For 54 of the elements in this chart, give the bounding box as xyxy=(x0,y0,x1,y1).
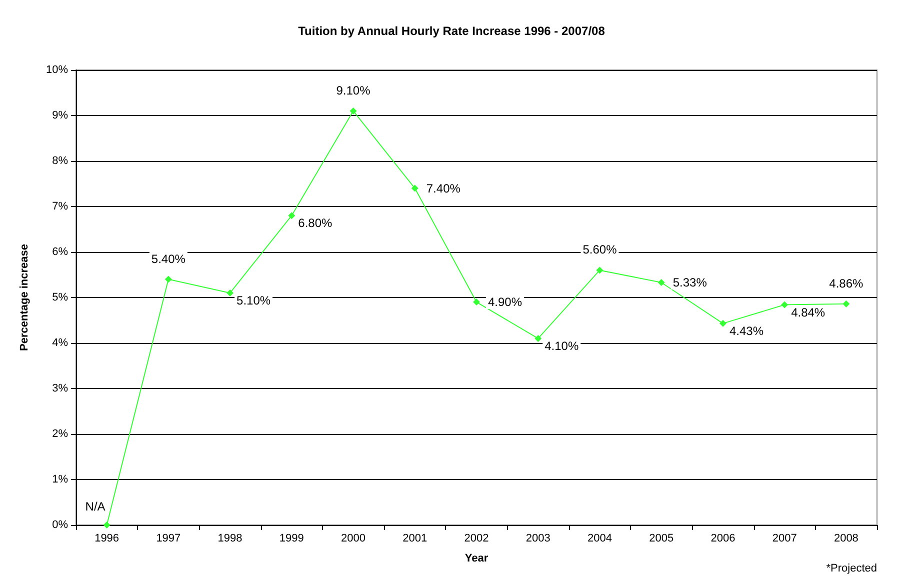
x-tick-label: 2005 xyxy=(649,532,674,544)
point xyxy=(350,107,357,114)
y-tick-label: 10% xyxy=(46,64,68,76)
point xyxy=(596,266,604,274)
y-axis-title: Percentage increase xyxy=(18,244,30,352)
data-label: 4.90% xyxy=(488,295,522,310)
data-label: 4.43% xyxy=(729,324,764,338)
data-label: 5.10% xyxy=(236,293,271,308)
point xyxy=(534,334,542,342)
y-tick-label: 2% xyxy=(52,428,68,440)
data-label: 4.84% xyxy=(791,305,826,320)
point xyxy=(473,298,480,306)
y-tick-label: 0% xyxy=(52,519,68,531)
data-label: 5.33% xyxy=(672,275,708,290)
data-label: 9.10% xyxy=(336,83,371,98)
x-tick-label: 2001 xyxy=(402,532,428,544)
y-tick-label: 3% xyxy=(52,382,68,394)
data-label: 5.40% xyxy=(151,252,186,266)
point xyxy=(288,212,296,220)
x-tick-label: 2003 xyxy=(526,532,550,544)
y-tick-label: 5% xyxy=(52,292,68,304)
x-tick-label: 2002 xyxy=(464,532,489,544)
x-tick-label: 1998 xyxy=(218,532,242,544)
x-tick-label: 2004 xyxy=(587,532,612,544)
x-tick-label: 1996 xyxy=(94,532,120,544)
data-label: 7.40% xyxy=(426,181,461,196)
y-tick-label: 9% xyxy=(52,110,68,122)
data-label: 6.80% xyxy=(298,216,333,230)
data-label: 4.86% xyxy=(829,276,864,290)
point xyxy=(842,300,850,308)
x-axis-title: Year xyxy=(464,552,489,564)
point xyxy=(226,289,234,296)
x-tick-label: 2006 xyxy=(710,532,736,544)
x-tick-label: 1997 xyxy=(156,532,181,544)
chart-title: Tuition by Annual Hourly Rate Increase 1996 - 2007/08 xyxy=(298,24,606,38)
point xyxy=(164,276,172,283)
y-tick-label: 4% xyxy=(52,337,68,349)
data-label: 4.10% xyxy=(544,338,579,353)
x-tick-label: 2000 xyxy=(341,532,366,544)
point xyxy=(658,278,665,286)
point xyxy=(411,184,418,192)
data-label: N/A xyxy=(85,500,106,514)
y-tick-label: 1% xyxy=(52,474,68,486)
text: *Projected xyxy=(826,562,878,574)
point xyxy=(103,522,110,528)
x-tick-label: 2007 xyxy=(772,532,797,544)
y-tick-label: 7% xyxy=(52,200,68,212)
point xyxy=(781,301,788,308)
y-tick-label: 8% xyxy=(52,155,68,167)
x-tick-label: 1999 xyxy=(279,532,304,544)
y-tick-label: 6% xyxy=(52,246,68,258)
x-tick-label: 2008 xyxy=(834,532,858,544)
point xyxy=(719,320,726,327)
data-label: 5.60% xyxy=(582,242,618,257)
